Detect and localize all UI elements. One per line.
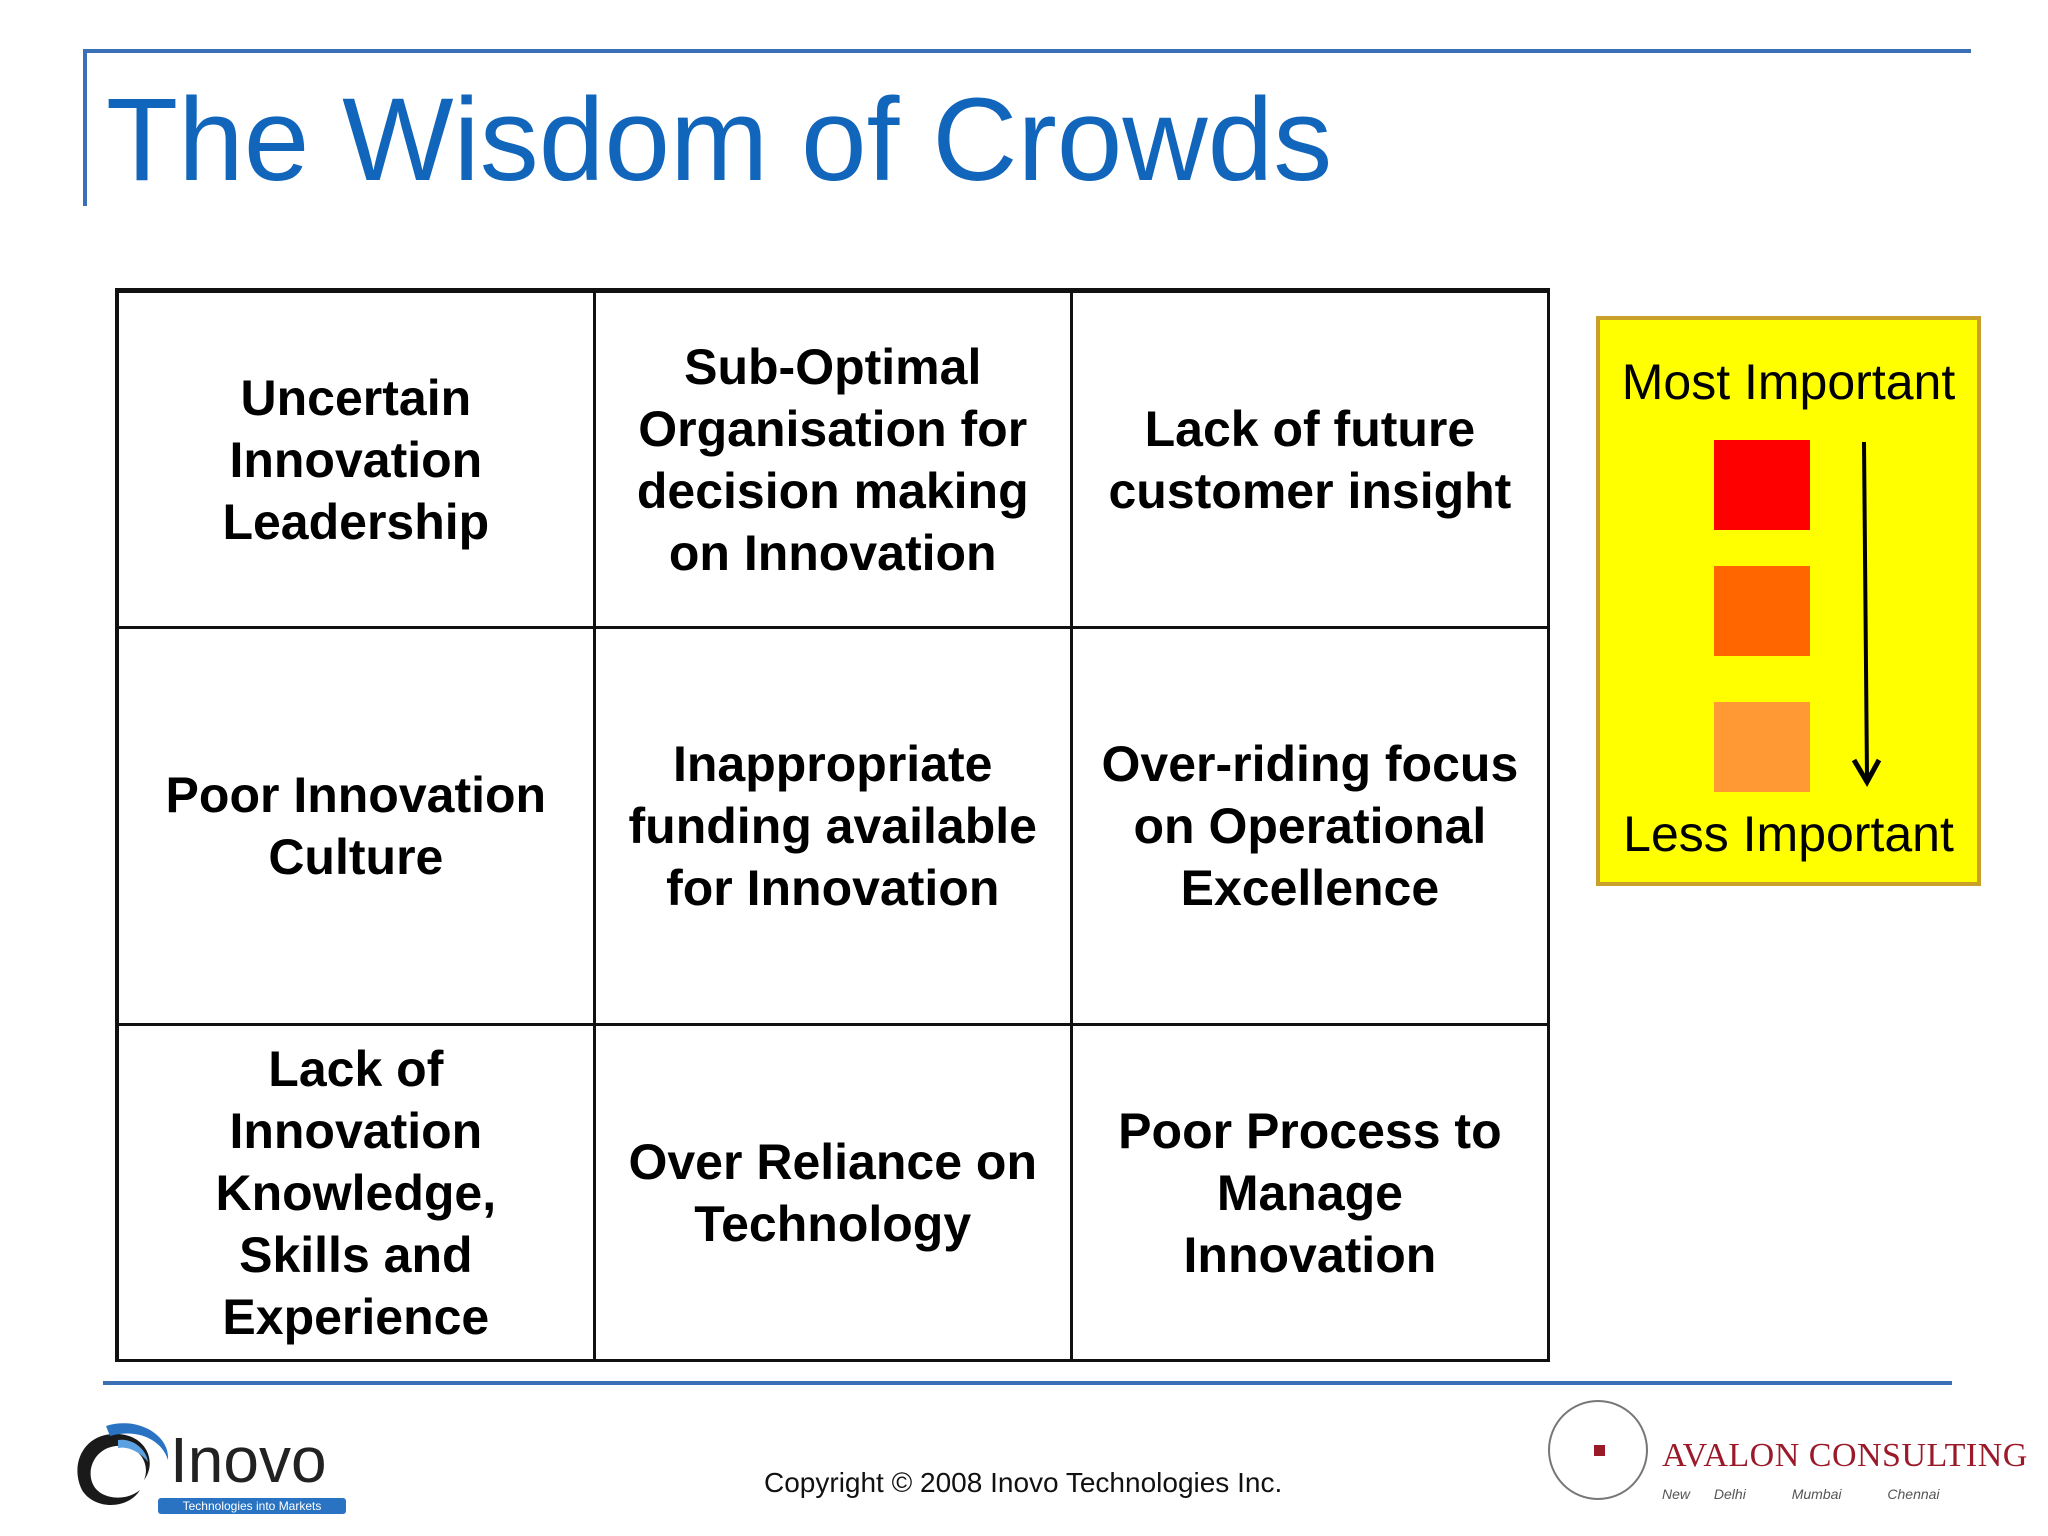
swatch-medium-important xyxy=(1714,566,1810,656)
avalon-cities: New Delhi Mumbai Chennai xyxy=(1662,1485,1962,1503)
grid-cell: Over Reliance on Technology xyxy=(592,1023,1073,1362)
copyright-text: Copyright © 2008 Inovo Technologies Inc. xyxy=(764,1467,1283,1498)
swatch-less-important xyxy=(1714,702,1810,792)
avalon-city: New Delhi xyxy=(1662,1486,1746,1502)
legend-less-important: Less Important xyxy=(1623,806,1954,862)
grid-row: Uncertain Innovation Leadership Sub-Opti… xyxy=(115,289,1551,629)
grid-cell: Poor Process to Manage Innovation xyxy=(1069,1023,1551,1362)
inovo-tagline: Technologies into Markets xyxy=(183,1499,322,1513)
importance-legend: Most Important Less Important xyxy=(1596,316,1981,886)
grid-cell: Lack of Innovation Knowledge, Skills and… xyxy=(115,1023,596,1362)
challenges-grid: Uncertain Innovation Leadership Sub-Opti… xyxy=(115,288,1551,1362)
avalon-wordmark: AVALON CONSULTING xyxy=(1662,1436,2028,1476)
grid-cell: Uncertain Innovation Leadership xyxy=(115,289,596,629)
header-rule xyxy=(83,49,1971,53)
header-left-rule xyxy=(83,49,87,206)
grid-cell: Poor Innovation Culture xyxy=(115,626,596,1026)
swatch-most-important xyxy=(1714,440,1810,530)
footer-rule xyxy=(103,1381,1952,1385)
slide-title: The Wisdom of Crowds xyxy=(106,74,1333,206)
avalon-dot-icon xyxy=(1594,1445,1605,1456)
avalon-city: Chennai xyxy=(1887,1486,1940,1502)
grid-cell: Sub-Optimal Organisation for decision ma… xyxy=(592,289,1073,629)
grid-row: Lack of Innovation Knowledge, Skills and… xyxy=(115,1023,1551,1362)
avalon-logo-mark xyxy=(1548,1400,1648,1500)
inovo-wordmark: Inovo xyxy=(170,1424,327,1496)
down-arrow-icon xyxy=(1851,442,1882,788)
grid-cell: Inappropriate funding available for Inno… xyxy=(592,626,1073,1026)
inovo-logo: Inovo Technologies into Markets xyxy=(77,1423,346,1514)
grid-cell: Lack of future customer insight xyxy=(1069,289,1551,629)
avalon-city: Mumbai xyxy=(1791,1486,1842,1502)
grid-row: Poor Innovation Culture Inappropriate fu… xyxy=(115,626,1551,1026)
grid-cell: Over-riding focus on Operational Excelle… xyxy=(1069,626,1551,1026)
legend-most-important: Most Important xyxy=(1621,354,1956,410)
avalon-name-text: AVALON CONSULTING xyxy=(1662,1437,2028,1474)
